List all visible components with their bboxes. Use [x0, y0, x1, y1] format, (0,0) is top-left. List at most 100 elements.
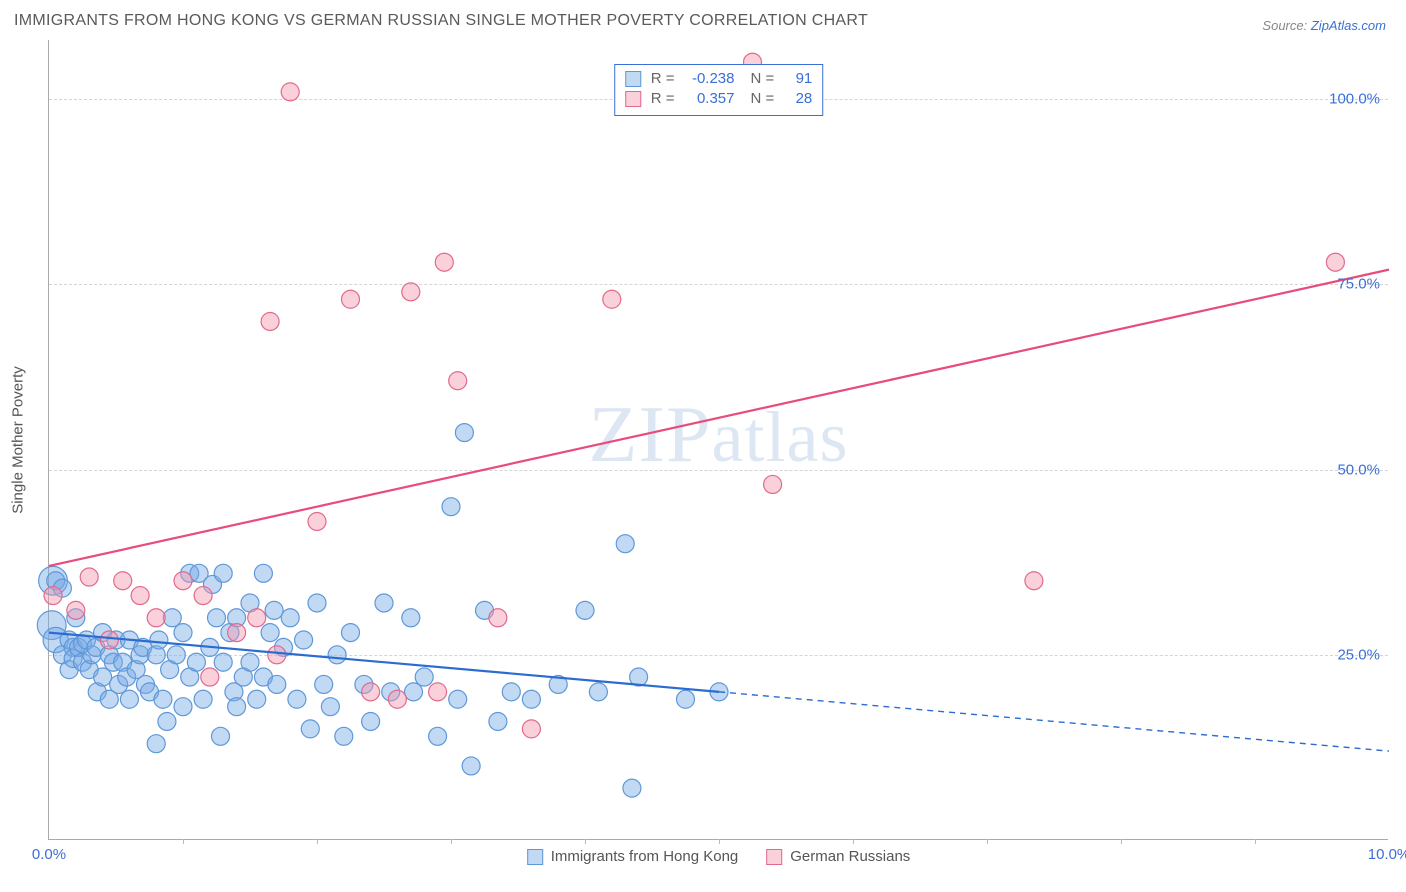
y-axis-title: Single Mother Poverty	[10, 366, 27, 514]
scatter-svg	[49, 40, 1389, 840]
y-tick-label: 50.0%	[1337, 461, 1380, 478]
data-point	[44, 587, 62, 605]
data-point	[295, 631, 313, 649]
data-point	[174, 572, 192, 590]
x-tick-label: 0.0%	[32, 846, 66, 863]
data-point	[281, 83, 299, 101]
data-point	[212, 727, 230, 745]
n-label: N =	[751, 69, 775, 89]
data-point	[522, 720, 540, 738]
data-point	[375, 594, 393, 612]
data-point	[194, 587, 212, 605]
data-point	[228, 624, 246, 642]
legend-item-gr: German Russians	[766, 848, 910, 865]
data-point	[214, 653, 232, 671]
data-point	[576, 601, 594, 619]
data-point	[268, 646, 286, 664]
data-point	[315, 675, 333, 693]
data-point	[248, 690, 266, 708]
plot-frame: ZIPatlas R = -0.238 N = 91 R = 0.357 N =…	[48, 40, 1388, 840]
data-point	[442, 498, 460, 516]
data-point	[764, 475, 782, 493]
y-tick-label: 75.0%	[1337, 276, 1380, 293]
chart-title: IMMIGRANTS FROM HONG KONG VS GERMAN RUSS…	[14, 12, 868, 30]
legend-item-hk: Immigrants from Hong Kong	[527, 848, 739, 865]
data-point	[388, 690, 406, 708]
legend-label-gr: German Russians	[790, 848, 910, 865]
data-point	[362, 683, 380, 701]
data-point	[268, 675, 286, 693]
source-attribution: Source: ZipAtlas.com	[1262, 18, 1386, 33]
data-point	[147, 609, 165, 627]
plot-area: Single Mother Poverty ZIPatlas R = -0.23…	[48, 40, 1388, 840]
data-point	[502, 683, 520, 701]
data-point	[435, 253, 453, 271]
data-point	[489, 609, 507, 627]
data-point	[603, 290, 621, 308]
data-point	[187, 653, 205, 671]
data-point	[131, 587, 149, 605]
series-legend: Immigrants from Hong Kong German Russian…	[527, 848, 911, 865]
data-point	[335, 727, 353, 745]
data-point	[254, 564, 272, 582]
data-point	[288, 690, 306, 708]
source-link[interactable]: ZipAtlas.com	[1311, 18, 1386, 33]
data-point	[194, 690, 212, 708]
data-point	[449, 690, 467, 708]
legend-swatch-gr	[625, 91, 641, 107]
data-point	[455, 424, 473, 442]
data-point	[114, 572, 132, 590]
data-point	[208, 609, 226, 627]
correlation-legend: R = -0.238 N = 91 R = 0.357 N = 28	[614, 64, 824, 116]
legend-row-hk: R = -0.238 N = 91	[625, 69, 813, 89]
data-point	[265, 601, 283, 619]
data-point	[328, 646, 346, 664]
data-point	[158, 712, 176, 730]
data-point	[201, 668, 219, 686]
legend-swatch-hk	[527, 849, 543, 865]
data-point	[301, 720, 319, 738]
data-point	[429, 683, 447, 701]
trend-line-extrapolated	[719, 692, 1389, 751]
data-point	[261, 624, 279, 642]
data-point	[321, 698, 339, 716]
data-point	[67, 601, 85, 619]
data-point	[150, 631, 168, 649]
data-point	[147, 735, 165, 753]
data-point	[281, 609, 299, 627]
data-point	[342, 290, 360, 308]
data-point	[616, 535, 634, 553]
data-point	[120, 690, 138, 708]
data-point	[1025, 572, 1043, 590]
data-point	[174, 698, 192, 716]
data-point	[462, 757, 480, 775]
data-point	[623, 779, 641, 797]
n-value-gr: 28	[782, 89, 812, 109]
data-point	[402, 283, 420, 301]
data-point	[214, 564, 232, 582]
data-point	[589, 683, 607, 701]
data-point	[415, 668, 433, 686]
data-point	[228, 698, 246, 716]
r-label: R =	[651, 69, 675, 89]
data-point	[174, 624, 192, 642]
data-point	[167, 646, 185, 664]
data-point	[80, 568, 98, 586]
legend-swatch-hk	[625, 71, 641, 87]
r-value-hk: -0.238	[683, 69, 735, 89]
data-point	[402, 609, 420, 627]
data-point	[429, 727, 447, 745]
data-point	[522, 690, 540, 708]
x-tick-label: 10.0%	[1368, 846, 1406, 863]
legend-row-gr: R = 0.357 N = 28	[625, 89, 813, 109]
data-point	[261, 312, 279, 330]
data-point	[154, 690, 172, 708]
data-point	[241, 653, 259, 671]
r-label: R =	[651, 89, 675, 109]
data-point	[1326, 253, 1344, 271]
r-value-gr: 0.357	[683, 89, 735, 109]
data-point	[362, 712, 380, 730]
data-point	[308, 594, 326, 612]
n-label: N =	[751, 89, 775, 109]
data-point	[342, 624, 360, 642]
